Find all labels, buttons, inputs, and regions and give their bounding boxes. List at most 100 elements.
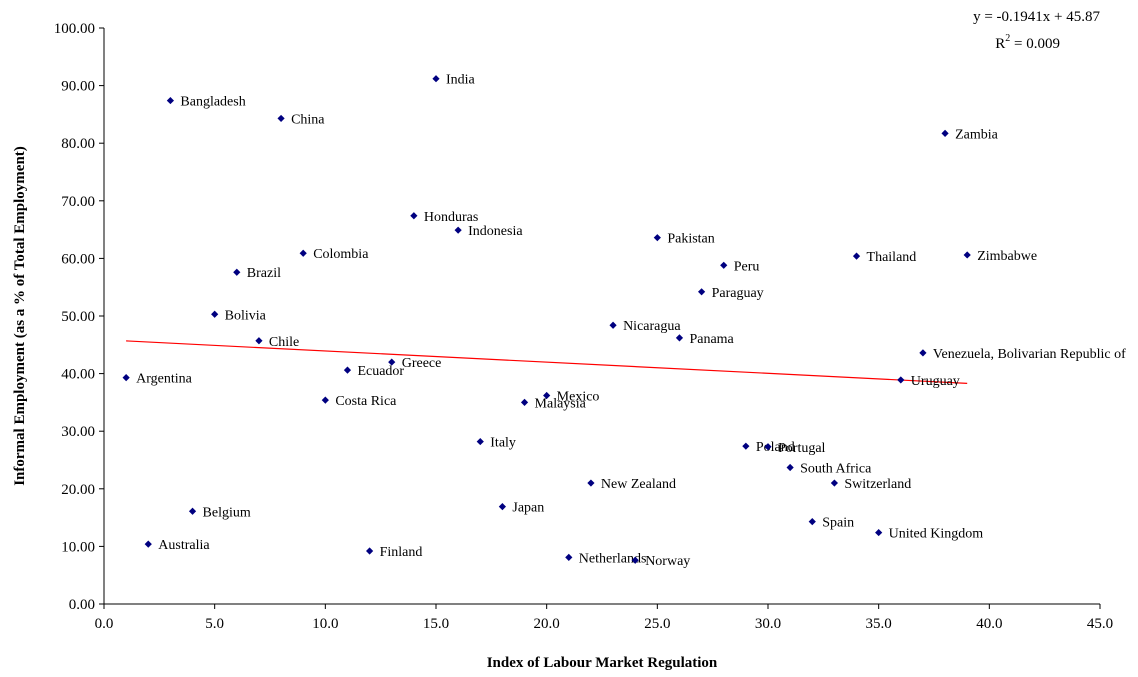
data-point-marker xyxy=(941,129,949,138)
r2-prefix: R xyxy=(995,36,1005,52)
data-point-marker xyxy=(897,376,905,384)
y-tick-label: 90.00 xyxy=(61,79,95,95)
data-point-label: Spain xyxy=(822,516,854,531)
trendline-group xyxy=(126,340,968,384)
data-point-marker xyxy=(255,337,263,345)
y-tick-label: 20.00 xyxy=(61,482,95,498)
data-point-marker xyxy=(786,463,794,472)
data-point-label: Belgium xyxy=(203,505,251,520)
data-point-label: Nicaragua xyxy=(623,319,681,334)
data-point-marker xyxy=(543,391,551,400)
data-point-marker xyxy=(720,261,728,269)
data-point-marker xyxy=(875,528,883,537)
x-tick-label: 40.0 xyxy=(976,616,1002,632)
data-point-label: New Zealand xyxy=(601,477,676,492)
data-point-marker xyxy=(432,75,440,83)
data-point-label: Switzerland xyxy=(844,477,911,492)
data-point-label: United Kingdom xyxy=(889,527,984,542)
data-point-marker xyxy=(653,234,661,242)
trendline-r-squared: R2 = 0.009 xyxy=(995,33,1060,52)
trendline xyxy=(126,340,968,384)
data-point-label: Finland xyxy=(380,545,423,560)
data-point-label: Venezuela, Bolivarian Republic of xyxy=(933,347,1126,362)
data-point-label: Italy xyxy=(490,436,516,451)
data-point-marker xyxy=(742,442,750,450)
data-point-marker xyxy=(476,437,484,446)
data-point-marker xyxy=(299,249,307,257)
data-point-label: Greece xyxy=(402,356,442,371)
x-axis-title: Index of Labour Market Regulation xyxy=(487,655,718,671)
data-point-label: Thailand xyxy=(867,250,917,265)
x-tick-label: 0.0 xyxy=(95,616,114,632)
y-axis-ticks: 0.00 10.00 20.00 30.00 40.00 50.00 60.00 70.00 8… xyxy=(54,21,104,613)
data-point-label: Poland xyxy=(756,440,795,455)
data-point-label: Paraguay xyxy=(712,286,764,301)
data-point-label: Uruguay xyxy=(911,374,960,389)
data-point-marker xyxy=(388,358,396,366)
y-tick-label: 60.00 xyxy=(61,251,95,267)
data-point-marker xyxy=(764,443,772,451)
y-tick-label: 70.00 xyxy=(61,194,95,210)
x-tick-label: 25.0 xyxy=(644,616,670,632)
data-point-marker xyxy=(498,503,506,511)
x-tick-label: 35.0 xyxy=(866,616,892,632)
data-point-marker xyxy=(609,321,617,329)
data-point-label: Brazil xyxy=(247,266,281,281)
data-point-marker xyxy=(963,251,971,259)
data-points: Argentina Australia Bangladesh Belgium Boliv… xyxy=(122,73,1126,569)
data-point-marker xyxy=(698,288,706,296)
x-axis-ticks: 0.0 5.0 10.0 15.0 20.0 25.0 30.0 35.0 40.0 45.0 xyxy=(95,604,1113,632)
data-point-label: Pakistan xyxy=(667,232,714,247)
r2-value: = 0.009 xyxy=(1010,36,1060,52)
data-point-label: South Africa xyxy=(800,461,872,476)
data-point-label: India xyxy=(446,73,476,88)
data-point-label: Zimbabwe xyxy=(977,249,1037,264)
data-point-marker xyxy=(631,556,639,564)
data-point-marker xyxy=(277,114,285,123)
y-tick-label: 0.00 xyxy=(69,597,95,613)
data-point-label: Norway xyxy=(645,554,690,569)
y-tick-label: 80.00 xyxy=(61,136,95,152)
data-point-label: Portugal xyxy=(778,441,826,456)
data-point-label: Bangladesh xyxy=(180,95,245,110)
data-point-marker xyxy=(852,252,861,260)
data-point-label: Panama xyxy=(689,332,734,347)
x-tick-label: 10.0 xyxy=(312,616,338,632)
x-tick-label: 15.0 xyxy=(423,616,449,632)
y-tick-label: 50.00 xyxy=(61,309,95,325)
y-axis-title: Informal Employment (as a % of Total Emp… xyxy=(12,146,28,486)
data-point-marker xyxy=(808,518,816,526)
data-point-label: Peru xyxy=(734,259,760,274)
data-point-label: Mexico xyxy=(557,389,600,404)
data-point-marker xyxy=(565,553,573,561)
data-point-label: Argentina xyxy=(136,372,193,387)
y-tick-label: 40.00 xyxy=(61,367,95,383)
data-point-label: Australia xyxy=(158,538,210,553)
data-point-label: China xyxy=(291,112,325,127)
data-point-label: Honduras xyxy=(424,210,478,225)
data-point-label: Malaysia xyxy=(535,396,587,411)
data-point-marker xyxy=(233,268,241,276)
data-point-marker xyxy=(520,398,529,406)
data-point-label: Netherlands xyxy=(579,551,647,566)
data-point-marker xyxy=(321,396,329,404)
data-point-label: Indonesia xyxy=(468,224,523,239)
data-point-label: Ecuador xyxy=(357,364,404,379)
x-tick-label: 20.0 xyxy=(534,616,560,632)
data-point-marker xyxy=(919,349,927,357)
trendline-equation: y = -0.1941x + 45.87 xyxy=(973,9,1100,25)
x-tick-label: 30.0 xyxy=(755,616,781,632)
data-point-label: Zambia xyxy=(955,127,999,142)
data-point-marker xyxy=(188,507,197,515)
r2-superscript: 2 xyxy=(1005,33,1010,44)
data-point-label: Bolivia xyxy=(225,308,267,323)
x-tick-label: 5.0 xyxy=(205,616,224,632)
data-point-marker xyxy=(830,479,838,487)
y-tick-label: 30.00 xyxy=(61,424,95,440)
data-point-marker xyxy=(122,374,130,382)
y-tick-label: 100.00 xyxy=(54,21,95,37)
data-point-label: Chile xyxy=(269,335,299,350)
data-point-marker xyxy=(675,334,684,342)
data-point-marker xyxy=(454,226,462,234)
